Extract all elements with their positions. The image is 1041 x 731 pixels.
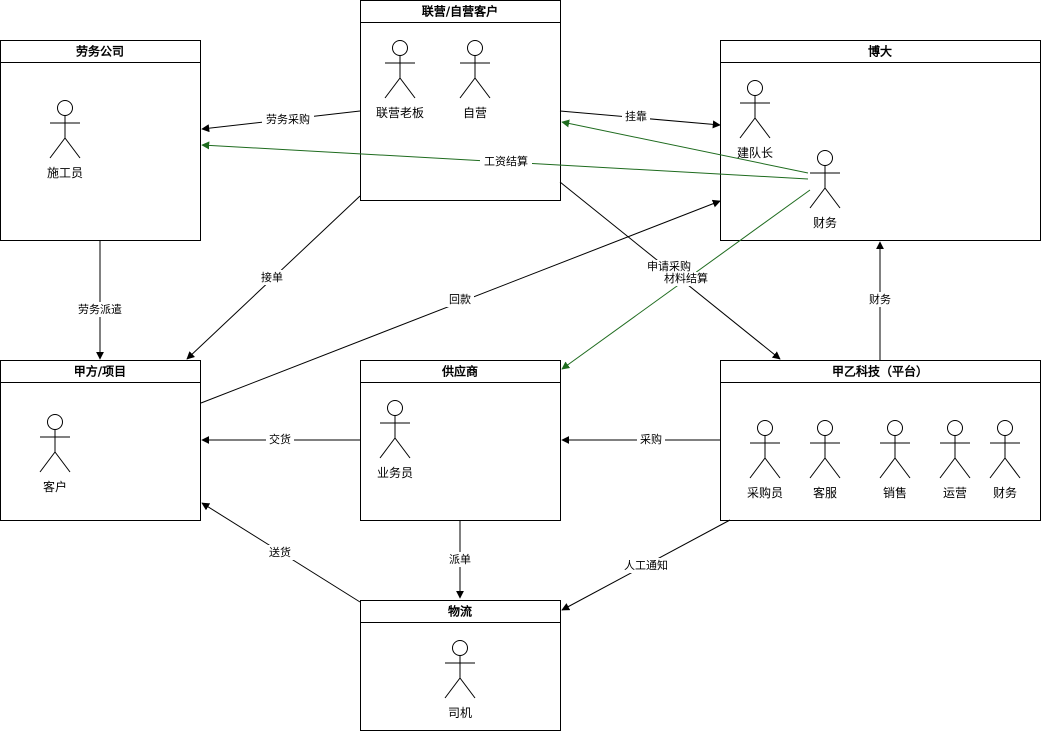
actor-icon-driver xyxy=(444,640,476,699)
actor-label-operations: 运营 xyxy=(943,486,967,500)
edge-label-labor-dispatch: 劳务派遣 xyxy=(78,302,122,316)
actor-label-salesperson: 业务员 xyxy=(377,465,413,480)
pool-supplier[interactable]: 供应商 xyxy=(360,360,561,521)
edge-finance-to-joint[interactable] xyxy=(561,119,809,174)
edge-label-ship-goods: 送货 xyxy=(269,545,291,559)
pool-labor-company[interactable]: 劳务公司 xyxy=(0,40,201,241)
actor-label-joint-boss: 联营老板 xyxy=(376,106,424,120)
pool-boda[interactable]: 博大 xyxy=(720,40,1041,241)
edge-label-request-purchase: 申请采购 xyxy=(647,259,691,273)
edge-label-affiliation: 挂靠 xyxy=(625,109,647,123)
actor-label-self-operated: 自营 xyxy=(463,106,487,120)
actor-icon-joint-boss xyxy=(384,40,416,99)
actor-icon-boda-finance xyxy=(809,150,841,209)
edge-label-delivery-handover: 交货 xyxy=(269,432,291,446)
actor-icon-buyer xyxy=(749,420,781,479)
pool-title: 供应商 xyxy=(441,364,478,379)
actor-label-driver: 司机 xyxy=(448,706,472,720)
edge-label-dispatch: 派单 xyxy=(449,553,471,566)
actor-icon-operations xyxy=(939,420,971,479)
actor-label-boda-finance: 财务 xyxy=(813,215,837,230)
actor-label-team-leader: 建队长 xyxy=(737,145,773,160)
pool-title: 博大 xyxy=(868,44,892,59)
pool-joint-customer[interactable]: 联营/自营客户 xyxy=(360,0,561,201)
pool-client-project[interactable]: 甲方/项目 xyxy=(0,360,201,521)
edge-label-manual-notice: 人工通知 xyxy=(624,558,668,572)
actor-label-construction-worker: 施工员 xyxy=(47,166,83,180)
pool-title: 甲方/项目 xyxy=(74,364,126,379)
pool-title: 物流 xyxy=(448,604,472,619)
actor-icon-customer xyxy=(39,414,71,473)
pool-title: 甲乙科技（平台） xyxy=(832,364,928,379)
actor-label-platform-finance: 财务 xyxy=(993,485,1017,500)
actor-icon-sales xyxy=(879,420,911,479)
actor-label-customer-service: 客服 xyxy=(813,485,837,500)
actor-label-buyer: 采购员 xyxy=(747,485,783,500)
edge-label-take-order: 接单 xyxy=(261,271,283,284)
edge-label-payment-return: 回款 xyxy=(449,292,471,306)
actor-icon-self-operated xyxy=(459,40,491,99)
edge-label-purchase: 采购 xyxy=(640,432,662,446)
pool-title: 劳务公司 xyxy=(76,44,124,59)
actor-icon-customer-service xyxy=(809,420,841,479)
edge-label-wage-settlement: 工资结算 xyxy=(484,154,528,168)
actor-label-sales: 销售 xyxy=(883,485,907,500)
edge-label-finance: 财务 xyxy=(869,292,891,306)
pool-title: 联营/自营客户 xyxy=(422,4,498,19)
actor-icon-platform-finance xyxy=(989,420,1021,479)
pool-platform[interactable]: 甲乙科技（平台） xyxy=(720,360,1041,521)
edge-label-labor-procurement: 劳务采购 xyxy=(266,112,310,126)
actor-icon-team-leader xyxy=(739,80,771,139)
actor-label-customer: 客户 xyxy=(43,479,67,494)
edge-label-material-settlement: 材料结算 xyxy=(664,271,708,285)
actor-icon-construction-worker xyxy=(49,100,81,159)
actor-icon-salesperson xyxy=(379,400,411,459)
